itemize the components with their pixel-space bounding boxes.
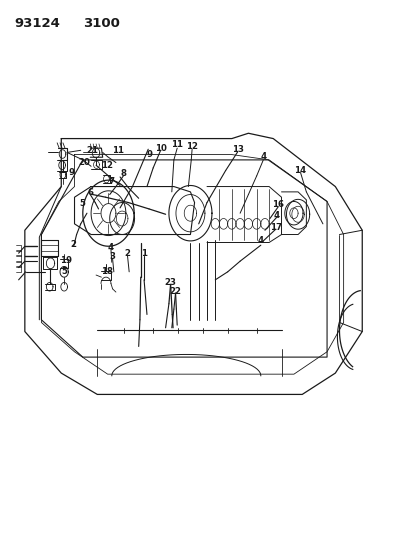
Text: 19: 19	[60, 256, 72, 264]
Text: 3: 3	[109, 253, 115, 261]
Text: 21: 21	[86, 146, 97, 155]
Text: 12: 12	[186, 142, 197, 150]
Text: 5: 5	[80, 199, 85, 208]
Text: 3100: 3100	[83, 17, 119, 30]
Text: 1: 1	[141, 249, 147, 258]
Text: 9: 9	[146, 150, 152, 159]
Text: 13: 13	[231, 145, 243, 154]
Text: 11: 11	[112, 146, 124, 155]
Text: 93124: 93124	[14, 17, 60, 30]
Text: 14: 14	[294, 166, 306, 175]
Text: 4: 4	[108, 243, 114, 252]
Text: 2: 2	[124, 249, 130, 258]
Text: 8: 8	[120, 169, 126, 178]
Text: 6: 6	[87, 189, 93, 197]
Text: 9: 9	[68, 168, 74, 177]
Text: 11: 11	[171, 141, 183, 149]
Text: 20: 20	[78, 158, 90, 167]
Text: 4: 4	[273, 211, 279, 220]
Text: 7: 7	[109, 177, 114, 185]
Text: 10: 10	[155, 144, 167, 152]
Text: 18: 18	[101, 268, 112, 276]
Text: 2: 2	[71, 240, 76, 248]
Text: 23: 23	[164, 278, 176, 287]
Text: 12: 12	[101, 161, 112, 169]
Text: 22: 22	[169, 287, 181, 295]
Text: 4: 4	[260, 152, 266, 161]
Text: 16: 16	[272, 200, 283, 209]
Text: 4: 4	[257, 237, 263, 245]
Text: 5: 5	[61, 268, 67, 276]
Text: 17: 17	[269, 223, 281, 231]
